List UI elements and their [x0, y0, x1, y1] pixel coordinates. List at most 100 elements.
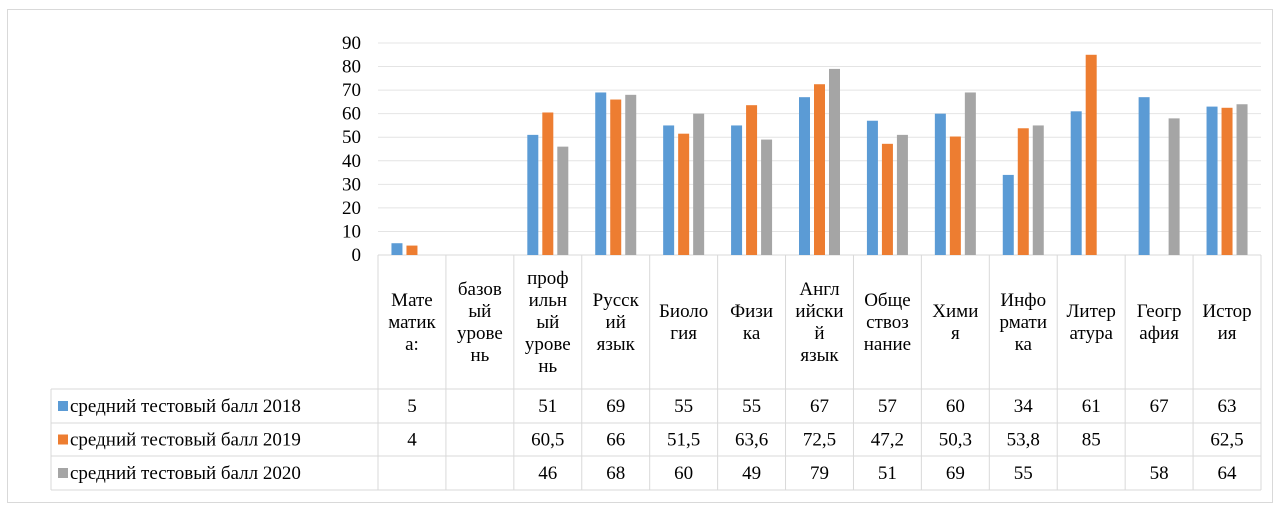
legend-swatch — [58, 401, 68, 411]
category-label: ийски — [795, 301, 843, 322]
legend-swatch — [58, 468, 68, 478]
data-table-cell: 55 — [674, 396, 693, 417]
data-table-cell: 5 — [407, 396, 417, 417]
category-label: проф — [527, 268, 568, 289]
data-table-cell: 51,5 — [667, 430, 700, 451]
bar — [693, 113, 705, 256]
category-label: Хими — [932, 301, 978, 322]
data-table-cell: 46 — [538, 463, 557, 484]
y-tick-label: 40 — [342, 151, 361, 172]
category-label: нь — [470, 345, 489, 366]
category-label: нь — [538, 356, 557, 377]
data-table-cell: 34 — [1014, 396, 1034, 417]
data-table-cell: 64 — [1218, 463, 1238, 484]
bar — [866, 120, 878, 255]
bar — [527, 134, 539, 255]
data-table-cell: 49 — [742, 463, 761, 484]
category-label: ия — [1218, 323, 1237, 344]
category-label: Русск — [593, 290, 640, 311]
bar — [1017, 128, 1029, 255]
category-label: атура — [1069, 323, 1113, 344]
category-label: Англ — [799, 279, 840, 300]
bar — [406, 245, 418, 255]
category-label: Обще — [864, 290, 910, 311]
legend-label: средний тестовый балл 2018 — [70, 396, 301, 417]
category-label: Мате — [391, 290, 433, 311]
data-table-cell: 55 — [742, 396, 761, 417]
data-table-cell: 47,2 — [871, 430, 904, 451]
y-tick-label: 70 — [342, 80, 361, 101]
data-table-cell: 79 — [810, 463, 829, 484]
category-label: Биоло — [659, 301, 708, 322]
y-tick-label: 90 — [342, 33, 361, 54]
bar — [731, 125, 743, 255]
data-table-cell: 60 — [946, 396, 965, 417]
category-label: я — [951, 323, 960, 344]
data-table-cell: 55 — [1014, 463, 1033, 484]
y-tick-label: 10 — [342, 221, 361, 242]
bar — [1002, 174, 1014, 255]
category-label: Литер — [1067, 301, 1116, 322]
bar — [1070, 111, 1082, 255]
legend-label: средний тестовый балл 2020 — [70, 463, 301, 484]
bar — [1032, 125, 1044, 255]
chart-frame: 0 10 20 30 40 50 60 70 80 90 Мате матик а: базов ый уро… — [7, 9, 1273, 503]
y-tick-label: 30 — [342, 174, 361, 195]
bar — [746, 105, 758, 255]
bar — [934, 113, 946, 256]
category-label: язык — [597, 334, 636, 355]
bar — [896, 134, 908, 255]
bar — [610, 99, 622, 256]
category-label: ка — [1015, 334, 1033, 355]
bar — [1206, 106, 1218, 255]
category-label: ка — [743, 323, 761, 344]
data-table-cell: 63 — [1218, 396, 1237, 417]
data-table-cell: 57 — [878, 396, 897, 417]
y-tick-label: 80 — [342, 57, 361, 78]
y-tick-label: 0 — [352, 245, 362, 266]
data-table-cell: 60,5 — [531, 430, 564, 451]
data-table-cell: 50,3 — [939, 430, 972, 451]
data-table-cell: 66 — [606, 430, 625, 451]
bar-chart: 0102030405060708090Математика:базовыйуро… — [50, 33, 1262, 491]
bar — [663, 125, 675, 255]
bar — [557, 146, 569, 255]
bar — [595, 92, 607, 255]
data-table-cell: 72,5 — [803, 430, 836, 451]
category-label: Истор — [1202, 301, 1251, 322]
bar — [391, 243, 403, 255]
bar — [542, 112, 554, 255]
category-label: рмати — [1000, 312, 1048, 333]
category-label: Геогр — [1137, 301, 1182, 322]
data-table-cell: 51 — [538, 396, 557, 417]
legend-swatch — [58, 434, 68, 445]
y-tick-label: 20 — [342, 198, 361, 219]
category-label: гия — [670, 323, 697, 344]
data-table-cell: 67 — [1150, 396, 1169, 417]
bar — [1221, 107, 1233, 256]
bar — [678, 133, 690, 255]
data-table-cell: 69 — [946, 463, 965, 484]
category-label: й — [814, 323, 824, 344]
category-label: урове — [457, 323, 503, 344]
y-tick-label: 50 — [342, 127, 361, 148]
bar — [1138, 97, 1150, 255]
bar — [799, 97, 810, 255]
data-table-cell: 63,6 — [735, 430, 768, 451]
category-label: Инфо — [1000, 290, 1046, 311]
category-label: урове — [525, 334, 571, 355]
bar — [625, 94, 637, 255]
bar — [964, 92, 976, 255]
data-table-cell: 60 — [674, 463, 693, 484]
bar — [761, 139, 773, 255]
category-label: а: — [405, 334, 419, 355]
data-table-cell: 68 — [606, 463, 625, 484]
category-label: язык — [800, 345, 839, 366]
data-table-cell: 85 — [1082, 430, 1101, 451]
data-table-cell: 69 — [606, 396, 625, 417]
legend-label: средний тестовый балл 2019 — [70, 430, 301, 451]
bar — [1168, 118, 1180, 255]
category-label: афия — [1139, 323, 1179, 344]
bar — [881, 143, 893, 255]
data-table-cell: 67 — [810, 396, 829, 417]
